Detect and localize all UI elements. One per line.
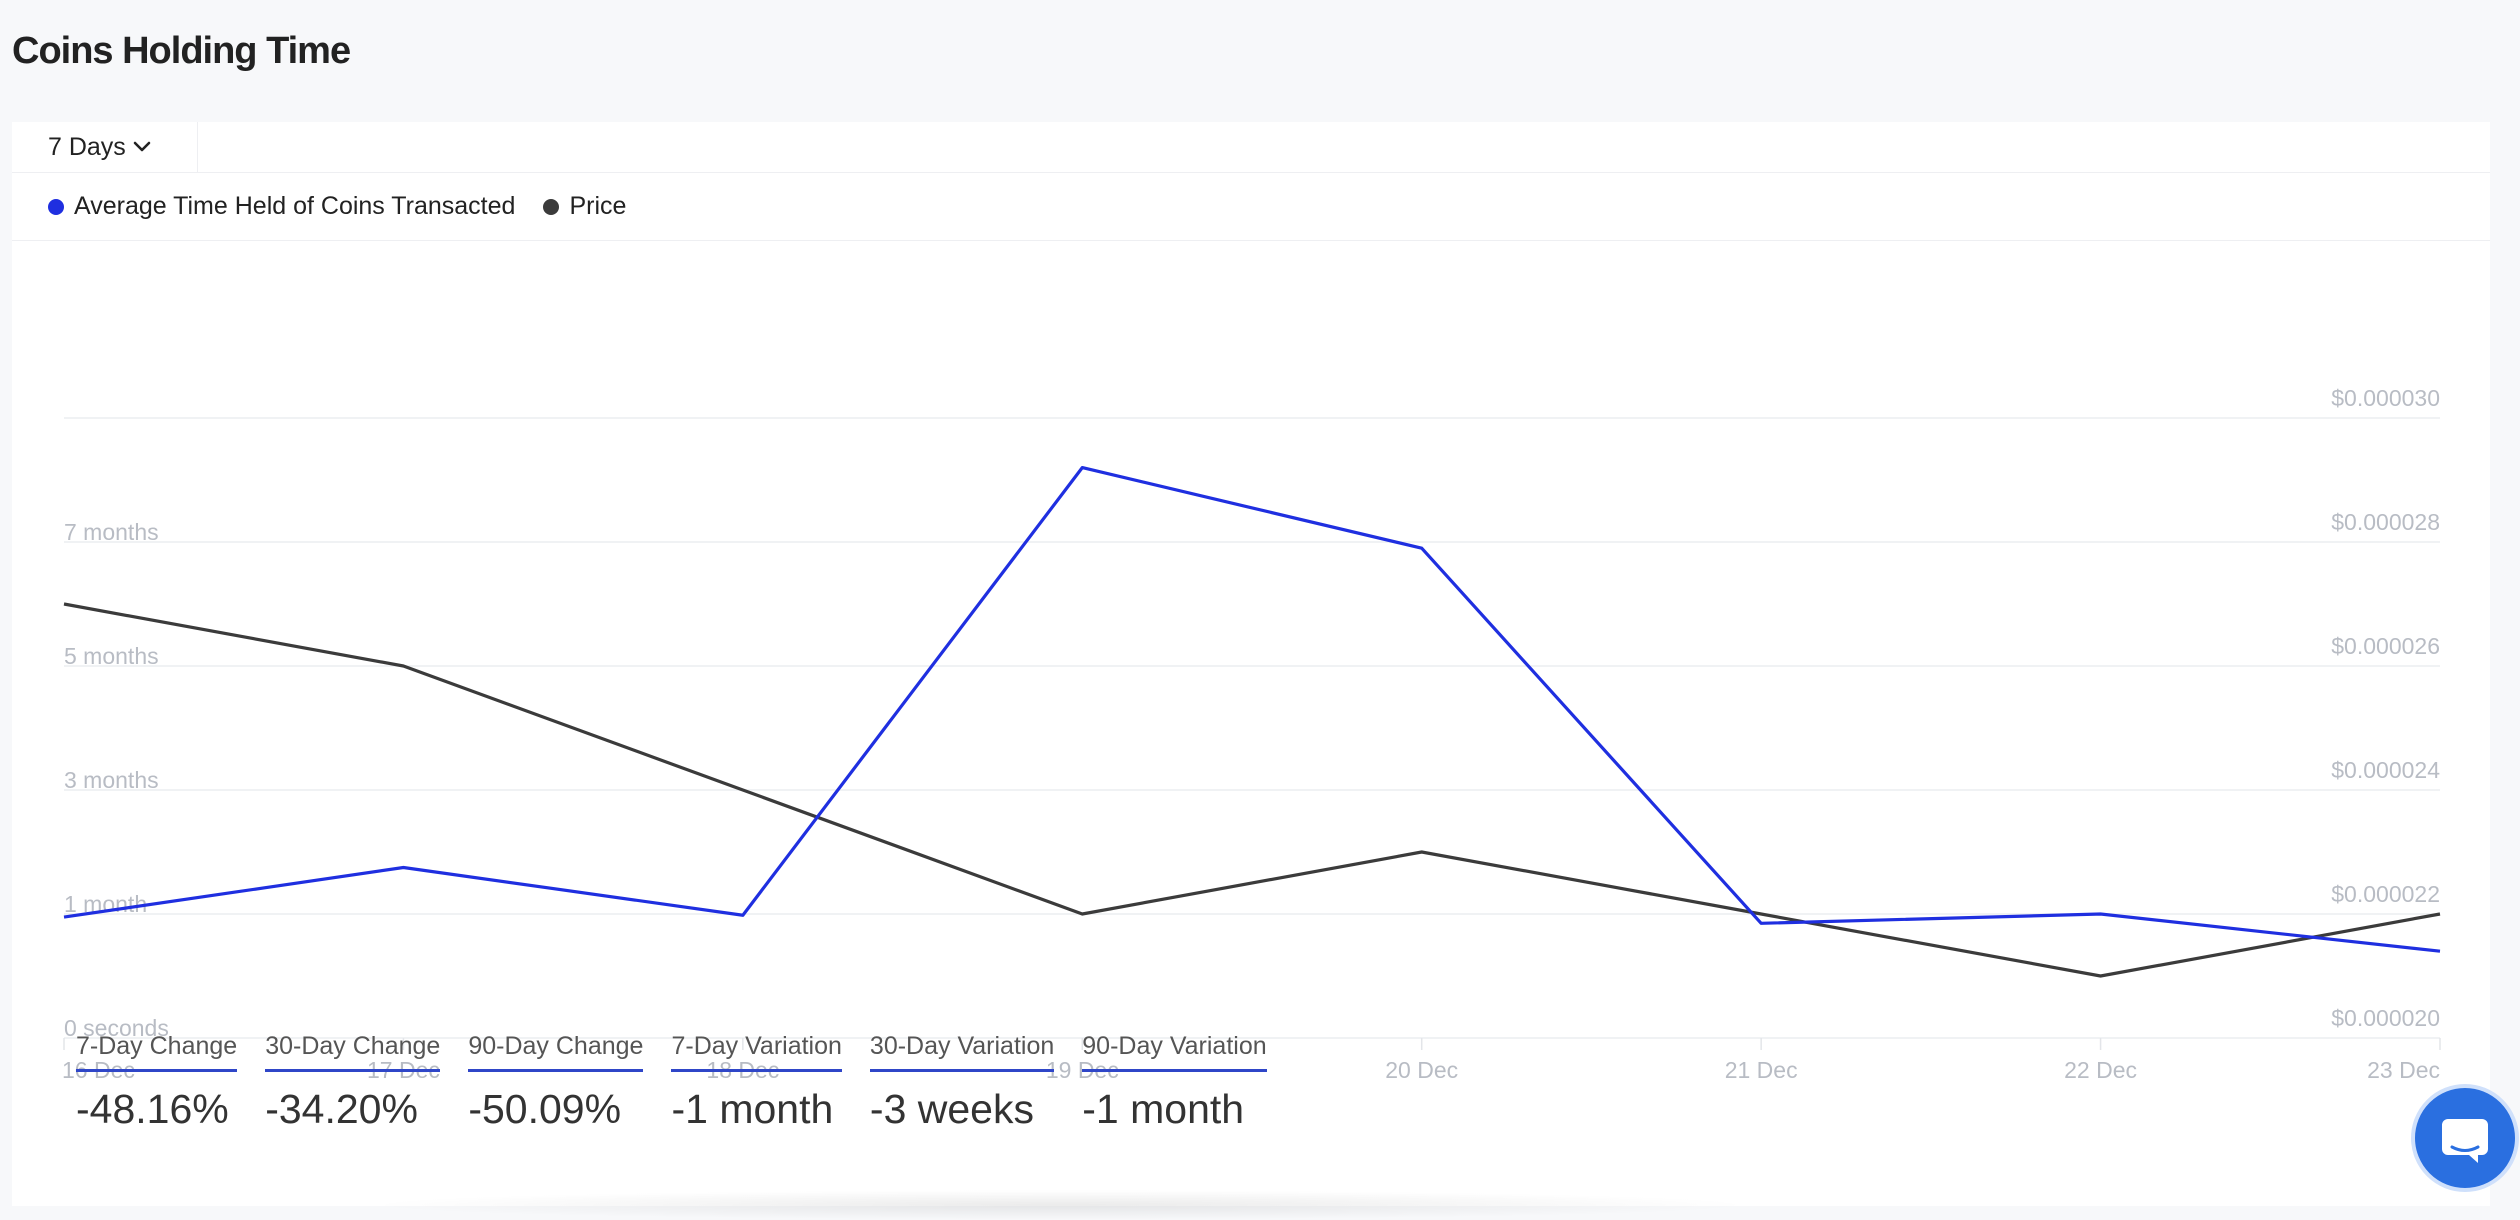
- chart-card: 7 Days Average Time Held of Coins Transa…: [12, 122, 2490, 1206]
- stat-label[interactable]: 30-Day Variation: [870, 1032, 1054, 1072]
- stat-value: -34.20%: [265, 1086, 440, 1133]
- chart-toolbar: 7 Days: [12, 122, 2490, 173]
- stat-30-day-variation: 30-Day Variation -3 weeks: [870, 1032, 1054, 1133]
- left-axis-tick-label: 3 months: [64, 767, 159, 793]
- stat-7-day-variation: 7-Day Variation -1 month: [671, 1032, 841, 1133]
- x-axis-tick-label: 21 Dec: [1725, 1057, 1798, 1083]
- left-axis-tick-label: 1 month: [64, 891, 147, 917]
- stat-label[interactable]: 90-Day Variation: [1082, 1032, 1266, 1072]
- stat-value: -48.16%: [76, 1086, 237, 1133]
- series-line-avg-time-held: [64, 468, 2440, 952]
- legend-dot: [48, 199, 64, 215]
- bottom-shadow: [360, 1190, 1760, 1220]
- stat-value: -3 weeks: [870, 1086, 1054, 1133]
- legend-dot: [543, 199, 559, 215]
- right-axis-tick-label: $0.000020: [2331, 1005, 2440, 1031]
- stat-30-day-change: 30-Day Change -34.20%: [265, 1032, 440, 1133]
- legend-item-avg-time-held[interactable]: Average Time Held of Coins Transacted: [48, 192, 515, 221]
- stat-label[interactable]: 7-Day Change: [76, 1032, 237, 1072]
- x-axis-tick-label: 22 Dec: [2064, 1057, 2137, 1083]
- stat-label[interactable]: 90-Day Change: [468, 1032, 643, 1072]
- left-axis-tick-label: 7 months: [64, 519, 159, 545]
- right-axis-tick-label: $0.000028: [2331, 509, 2440, 535]
- stat-7-day-change: 7-Day Change -48.16%: [76, 1032, 237, 1133]
- stat-value: -50.09%: [468, 1086, 643, 1133]
- chart-area: $0.000020 $0.000022 $0.000024 $0.000026 $0.0…: [12, 242, 2490, 1102]
- time-range-select[interactable]: 7 Days: [12, 122, 198, 172]
- page-title: Coins Holding Time: [12, 30, 350, 73]
- legend-label: Price: [569, 192, 626, 221]
- right-axis-tick-label: $0.000022: [2331, 881, 2440, 907]
- left-axis-tick-label: 5 months: [64, 643, 159, 669]
- stat-value: -1 month: [1082, 1086, 1266, 1133]
- chat-bubble-icon: [2434, 1107, 2496, 1169]
- legend-item-price[interactable]: Price: [543, 192, 626, 221]
- right-axis-tick-label: $0.000026: [2331, 633, 2440, 659]
- chart-legend: Average Time Held of Coins Transacted Pr…: [12, 173, 2490, 241]
- right-axis-tick-label: $0.000024: [2331, 757, 2440, 783]
- x-axis-tick-label: 23 Dec: [2367, 1057, 2440, 1083]
- stat-90-day-variation: 90-Day Variation -1 month: [1082, 1032, 1266, 1133]
- chat-button[interactable]: [2411, 1084, 2519, 1192]
- right-axis-tick-label: $0.000030: [2331, 385, 2440, 411]
- time-range-label: 7 Days: [48, 133, 126, 162]
- x-axis-tick-label: 20 Dec: [1385, 1057, 1458, 1083]
- stat-value: -1 month: [671, 1086, 841, 1133]
- stat-label[interactable]: 30-Day Change: [265, 1032, 440, 1072]
- stat-label[interactable]: 7-Day Variation: [671, 1032, 841, 1072]
- chevron-down-icon: [132, 140, 152, 154]
- stat-90-day-change: 90-Day Change -50.09%: [468, 1032, 643, 1133]
- legend-label: Average Time Held of Coins Transacted: [74, 192, 515, 221]
- stats-row: 7-Day Change -48.16% 30-Day Change -34.2…: [76, 1032, 1295, 1133]
- line-chart: $0.000020 $0.000022 $0.000024 $0.000026 $0.0…: [12, 242, 2490, 1102]
